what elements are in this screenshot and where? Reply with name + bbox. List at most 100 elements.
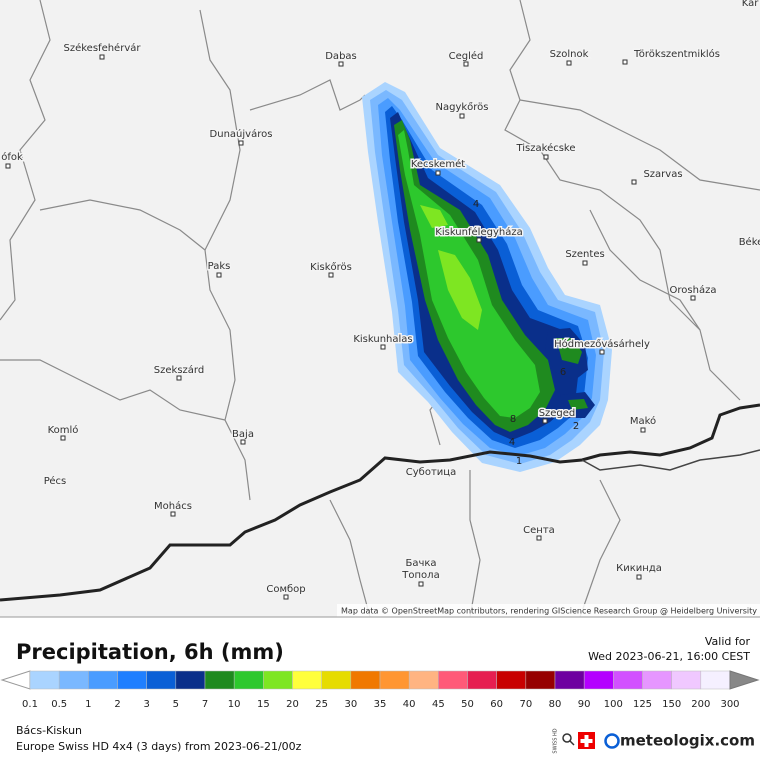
legend-swatch bbox=[204, 670, 235, 690]
legend-arrow-right bbox=[729, 670, 760, 690]
region: Bács-Kiskun bbox=[16, 724, 82, 737]
place-dot bbox=[283, 594, 289, 600]
place-label: Szolnok bbox=[550, 49, 589, 60]
legend-swatch bbox=[88, 670, 118, 690]
place-dot bbox=[380, 344, 386, 350]
legend: 0.1 0.5 1 2 3 5 7 10 15 20 25 30 35 40 45 50 60 70 80 90 100… bbox=[0, 670, 760, 710]
place-dot bbox=[542, 418, 548, 424]
country-border-2 bbox=[581, 449, 760, 471]
place-label: Кикинда bbox=[616, 563, 662, 574]
place-label: Mohács bbox=[154, 500, 192, 512]
legend-tick-label: 150 bbox=[662, 699, 681, 710]
legend-swatch bbox=[583, 670, 614, 690]
legend-swatch bbox=[233, 670, 264, 690]
place-label: Béke bbox=[739, 236, 760, 248]
contour-label: 4 bbox=[509, 437, 515, 448]
legend-swatch bbox=[29, 670, 60, 690]
place-label: Székesfehérvár bbox=[64, 42, 142, 54]
place-dot bbox=[435, 170, 441, 176]
legend-swatch bbox=[642, 670, 672, 690]
place-dot bbox=[582, 260, 588, 266]
legend-swatch bbox=[117, 670, 147, 690]
contour-label: 6 bbox=[560, 367, 566, 378]
place-label: Kiskunfélegyháza bbox=[435, 226, 522, 238]
place-label: Dunaújváros bbox=[210, 128, 273, 140]
place-dot bbox=[60, 435, 66, 441]
legend-swatch bbox=[408, 670, 439, 690]
legend-tick-label: 2 bbox=[114, 699, 120, 710]
legend-tick-label: 200 bbox=[691, 699, 710, 710]
place-label: Сента bbox=[523, 525, 555, 536]
place-dot bbox=[631, 179, 637, 185]
legend-tick-label: 60 bbox=[490, 699, 503, 710]
place-label: Orosháza bbox=[670, 284, 717, 296]
swiss-cross bbox=[580, 735, 593, 747]
valid-time: Wed 2023-06-21, 16:00 CEST bbox=[588, 650, 750, 663]
model-info: Europe Swiss HD 4x4 (3 days) from 2023-0… bbox=[16, 740, 302, 753]
place-dot bbox=[543, 154, 549, 160]
legend-swatch bbox=[525, 670, 556, 690]
place-dot bbox=[328, 272, 334, 278]
place-dot bbox=[463, 61, 469, 67]
place-dot bbox=[622, 59, 628, 65]
brand: meteologix.com bbox=[620, 732, 755, 750]
legend-tick-label: 125 bbox=[633, 699, 652, 710]
place-label: Kar bbox=[742, 0, 760, 9]
badge: SWISS HD bbox=[553, 728, 559, 753]
legend-tick-label: 50 bbox=[461, 699, 474, 710]
place-label: Сомбор bbox=[266, 584, 305, 595]
legend-tick-label: 300 bbox=[720, 699, 739, 710]
legend-swatch bbox=[554, 670, 585, 690]
legend-swatch bbox=[700, 670, 731, 690]
place-label: Kiskőrös bbox=[310, 261, 352, 273]
place-label: Törökszentmiklós bbox=[633, 48, 720, 60]
legend-swatch bbox=[671, 670, 702, 690]
contour-label: 8 bbox=[510, 414, 516, 425]
place-dot bbox=[459, 113, 465, 119]
valid-label: Valid for bbox=[705, 635, 751, 648]
legend-tick-label: 80 bbox=[549, 699, 562, 710]
place-label: Суботица bbox=[406, 467, 456, 478]
legend-arrow-left bbox=[0, 670, 31, 690]
place-label: ófok bbox=[1, 151, 23, 163]
legend-tick-label: 45 bbox=[432, 699, 445, 710]
place-dot bbox=[240, 439, 246, 445]
legend-swatch bbox=[496, 670, 527, 690]
legend-tick-label: 1 bbox=[85, 699, 91, 710]
place-label: Dabas bbox=[325, 51, 357, 62]
legend-tick-label: 3 bbox=[143, 699, 149, 710]
places: Székesfehérvár Dabas Cegléd Szolnok Töröksze… bbox=[0, 0, 760, 600]
country-border bbox=[0, 403, 760, 602]
search-icon bbox=[562, 733, 572, 743]
place-label: Hódmezővásárhely bbox=[554, 338, 650, 350]
legend-swatch bbox=[263, 670, 293, 690]
contour-label: 4 bbox=[473, 199, 479, 210]
search-icon-handle bbox=[569, 740, 575, 746]
contour-label: 1 bbox=[516, 456, 522, 467]
place-label: Tiszakécske bbox=[515, 142, 575, 154]
place-label: Makó bbox=[630, 415, 656, 427]
legend-swatch bbox=[438, 670, 468, 690]
place-dot bbox=[5, 163, 11, 169]
legend-tick-label: 25 bbox=[315, 699, 328, 710]
place-dot bbox=[338, 61, 344, 67]
place-label: Kecskemét bbox=[411, 158, 465, 170]
brand-logo bbox=[604, 733, 620, 749]
place-label: Szekszárd bbox=[154, 364, 204, 376]
place-label: Nagykőrös bbox=[435, 101, 488, 113]
place-label: Szarvas bbox=[643, 169, 682, 180]
place-label: Pécs bbox=[44, 475, 67, 487]
legend-swatch bbox=[58, 670, 89, 690]
place-dot bbox=[238, 140, 244, 146]
legend-tick-label: 90 bbox=[578, 699, 591, 710]
legend-swatch bbox=[292, 670, 322, 690]
legend-swatch bbox=[146, 670, 177, 690]
legend-tick-label: 30 bbox=[344, 699, 357, 710]
place-label: Cegléd bbox=[449, 50, 484, 62]
legend-tick-label: 35 bbox=[374, 699, 387, 710]
attribution-bg bbox=[337, 604, 760, 617]
legend-tick-label: 20 bbox=[286, 699, 299, 710]
legend-tick-label: 70 bbox=[519, 699, 532, 710]
